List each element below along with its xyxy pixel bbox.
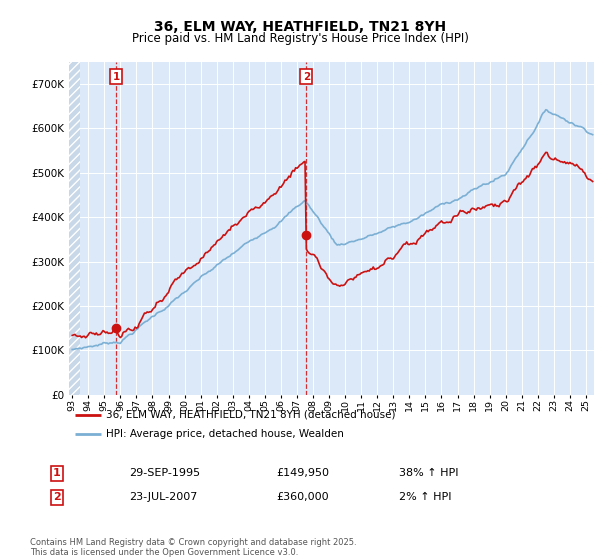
Text: Price paid vs. HM Land Registry's House Price Index (HPI): Price paid vs. HM Land Registry's House … — [131, 32, 469, 45]
Text: 36, ELM WAY, HEATHFIELD, TN21 8YH (detached house): 36, ELM WAY, HEATHFIELD, TN21 8YH (detac… — [106, 409, 395, 419]
Text: 2: 2 — [302, 72, 310, 82]
Text: 1: 1 — [113, 72, 120, 82]
Text: 23-JUL-2007: 23-JUL-2007 — [129, 492, 197, 502]
Text: 36, ELM WAY, HEATHFIELD, TN21 8YH: 36, ELM WAY, HEATHFIELD, TN21 8YH — [154, 20, 446, 34]
Text: 1: 1 — [53, 468, 61, 478]
Bar — [69, 62, 80, 395]
Text: HPI: Average price, detached house, Wealden: HPI: Average price, detached house, Weal… — [106, 429, 344, 439]
Text: 2% ↑ HPI: 2% ↑ HPI — [399, 492, 452, 502]
Text: 29-SEP-1995: 29-SEP-1995 — [129, 468, 200, 478]
Text: 38% ↑ HPI: 38% ↑ HPI — [399, 468, 458, 478]
Text: £360,000: £360,000 — [276, 492, 329, 502]
Text: Contains HM Land Registry data © Crown copyright and database right 2025.
This d: Contains HM Land Registry data © Crown c… — [30, 538, 356, 557]
Text: 2: 2 — [53, 492, 61, 502]
Text: £149,950: £149,950 — [276, 468, 329, 478]
